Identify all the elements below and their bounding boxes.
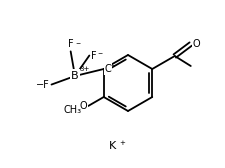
- Text: −: −: [97, 50, 102, 55]
- Text: F: F: [91, 51, 97, 60]
- Text: −F: −F: [36, 80, 49, 90]
- Text: −: −: [110, 62, 115, 68]
- Text: C: C: [104, 64, 111, 74]
- Text: +: +: [119, 140, 124, 146]
- Text: B: B: [71, 71, 79, 81]
- Text: 3+: 3+: [79, 66, 89, 72]
- Text: K: K: [109, 141, 116, 151]
- Text: CH₃: CH₃: [63, 105, 81, 115]
- Text: −: −: [75, 40, 81, 45]
- Text: O: O: [192, 39, 200, 49]
- Text: F: F: [68, 39, 73, 49]
- Text: O: O: [79, 101, 87, 111]
